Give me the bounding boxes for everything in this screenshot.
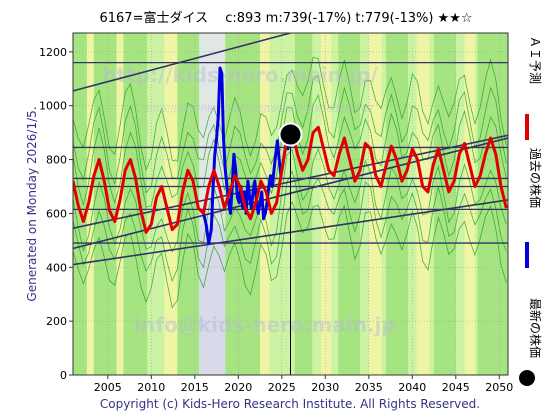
x-tick-label: 2035	[355, 381, 383, 394]
plot-area: http://kids-hero.main.jp/ http://kids-he…	[72, 32, 509, 376]
x-tick-label: 2030	[311, 381, 339, 394]
band-stripe	[164, 33, 178, 375]
range-line	[73, 170, 507, 283]
x-tick-label: 2025	[268, 381, 296, 394]
legend-label: 最新の株価	[528, 298, 543, 358]
legend-label: ＡＩ予測	[528, 36, 542, 84]
band-stripe	[434, 33, 456, 375]
generated-date-label: Generated on Monday 2026/1/5.	[25, 106, 39, 301]
band-stripe	[73, 33, 87, 375]
band-stripe	[464, 33, 475, 375]
x-tick-label: 2010	[137, 381, 165, 394]
x-axis: 2005 2010 2015 2020 2025 2030 2035 2040 2045 2050	[94, 375, 513, 394]
watermark-sub: http://kids-hero.main.jp/tools/stockcode…	[146, 104, 374, 115]
x-tick-label: 2045	[442, 381, 470, 394]
watermarks: http://kids-hero.main.jp/ http://kids-he…	[102, 63, 395, 337]
watermark-bottom: info@kids-hero.main.jp	[134, 313, 395, 337]
series-history	[202, 66, 292, 245]
chart-title: 6167=富士ダイス c:893 m:739(-17%) t:779(-13%)…	[99, 10, 472, 26]
x-tick-label: 2040	[398, 381, 426, 394]
band-stripe	[320, 33, 332, 375]
trend-line	[73, 33, 291, 92]
plot-frame	[72, 32, 509, 376]
band-stripe	[260, 33, 270, 375]
range-line	[73, 74, 507, 194]
y-axis: 0 200 400 600 800 1000 1200	[39, 46, 73, 382]
range-line	[73, 56, 507, 172]
band-stripe	[86, 33, 94, 375]
band-shade	[199, 224, 226, 375]
band-stripe	[416, 33, 430, 375]
y-tick-label: 600	[46, 207, 67, 220]
range-line	[73, 200, 507, 309]
y-tick-label: 800	[46, 154, 67, 167]
copyright-label: Copyright (c) Kids-Hero Research Institu…	[100, 397, 480, 411]
legend-dot	[519, 370, 535, 386]
y-tick-label: 0	[60, 369, 67, 382]
y-tick-label: 200	[46, 315, 67, 328]
x-tick-label: 2005	[94, 381, 122, 394]
range-line	[73, 94, 507, 208]
x-tick-label: 2015	[181, 381, 209, 394]
x-tick-label: 2020	[224, 381, 252, 394]
y-tick-label: 400	[46, 261, 67, 274]
current-price-marker	[278, 122, 303, 147]
band-stripe	[123, 33, 147, 375]
y-tick-label: 1200	[39, 46, 67, 59]
watermark-top: http://kids-hero.main.jp/	[102, 63, 378, 87]
y-tick-label: 1000	[39, 100, 67, 113]
x-tick-label: 2050	[485, 381, 513, 394]
legend-label: 過去の株価	[528, 148, 543, 208]
band-stripe	[294, 33, 313, 375]
